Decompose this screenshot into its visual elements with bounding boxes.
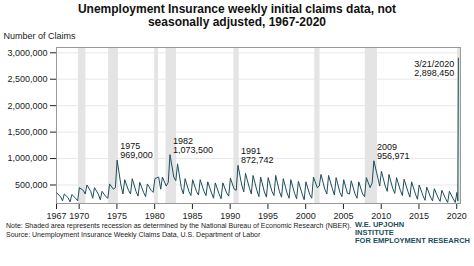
html-text:Note: Shaded area represents r: Note: Shaded area represents recession a… — [6, 222, 352, 229]
svg-text:1,500,000: 1,500,000 — [7, 127, 47, 137]
svg-text:2010: 2010 — [371, 211, 391, 221]
svg-text:500,000: 500,000 — [15, 180, 48, 190]
html-text:W.E. UPJOHN: W.E. UPJOHN — [355, 220, 405, 229]
html-text:Unemployment Insurance weekly: Unemployment Insurance weekly initial cl… — [78, 2, 396, 29]
svg-text:2020: 2020 — [447, 211, 467, 221]
svg-text:1990: 1990 — [220, 211, 240, 221]
svg-text:2000: 2000 — [296, 211, 316, 221]
svg-text:1985: 1985 — [182, 211, 202, 221]
svg-text:Number of Claims: Number of Claims — [4, 31, 77, 41]
svg-text:2,000,000: 2,000,000 — [7, 101, 47, 111]
html-text:FOR EMPLOYMENT RESEARCH: FOR EMPLOYMENT RESEARCH — [355, 236, 470, 245]
svg-text:1995: 1995 — [258, 211, 278, 221]
svg-text:3,000,000: 3,000,000 — [7, 48, 47, 58]
svg-text:3/21/20202,898,450: 3/21/20202,898,450 — [414, 59, 454, 78]
html-text:Source: Unemployment Insurance: Source: Unemployment Insurance Weekly Cl… — [6, 231, 261, 238]
svg-text:1970: 1970 — [69, 211, 89, 221]
svg-text:19821,073,500: 19821,073,500 — [173, 136, 213, 155]
svg-text:2015: 2015 — [409, 211, 429, 221]
svg-text:1991872,742: 1991872,742 — [241, 146, 274, 165]
svg-text:2005: 2005 — [333, 211, 353, 221]
html-text:INSTITUTE: INSTITUTE — [355, 228, 394, 237]
svg-text:2,500,000: 2,500,000 — [7, 74, 47, 84]
svg-text:1975: 1975 — [107, 211, 127, 221]
svg-text:1,000,000: 1,000,000 — [7, 153, 47, 163]
svg-text:1967: 1967 — [46, 211, 66, 221]
svg-text:2009956,971: 2009956,971 — [377, 142, 410, 161]
svg-text:1980: 1980 — [145, 211, 165, 221]
svg-text:1975969,000: 1975969,000 — [120, 141, 153, 160]
